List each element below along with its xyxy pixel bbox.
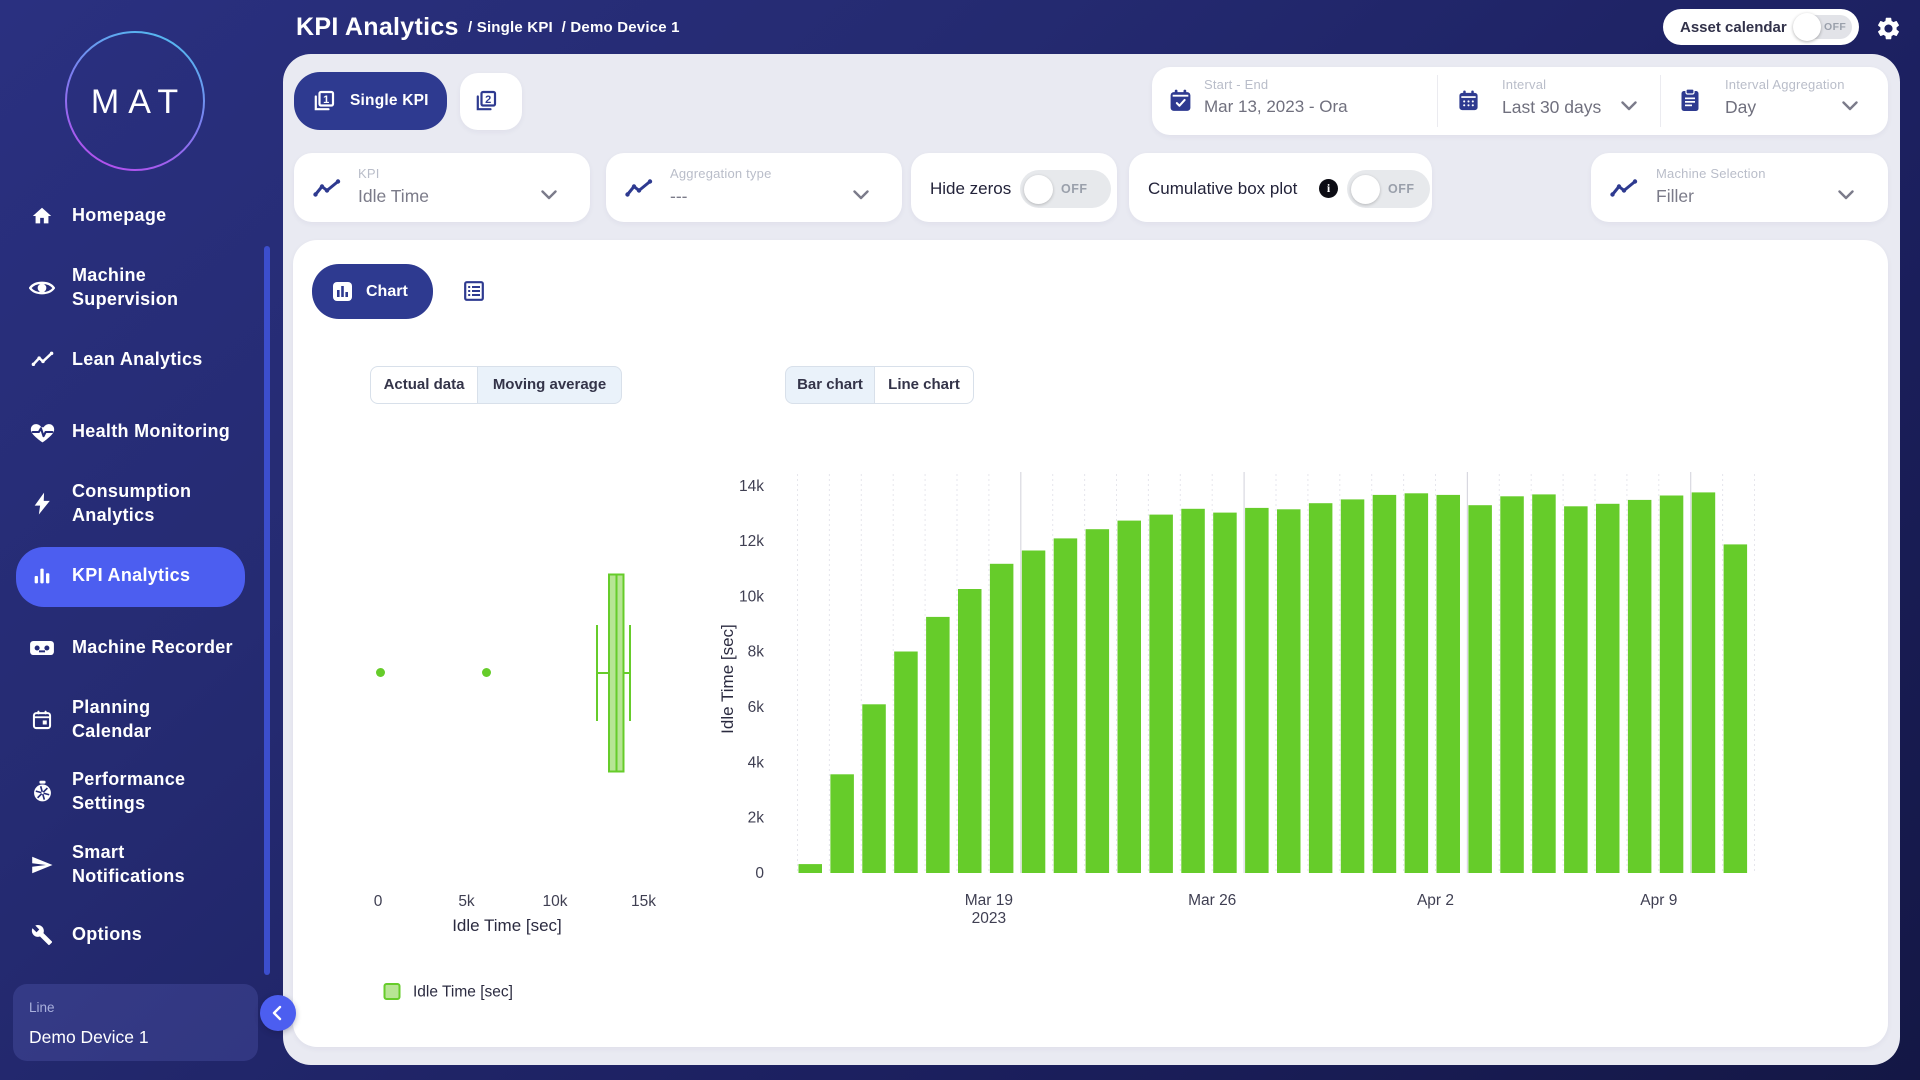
svg-text:2023: 2023 xyxy=(972,910,1006,927)
svg-text:Apr 9: Apr 9 xyxy=(1640,892,1677,909)
svg-text:Idle Time [sec]: Idle Time [sec] xyxy=(452,916,562,935)
svg-text:10k: 10k xyxy=(543,893,568,910)
svg-text:6k: 6k xyxy=(748,699,765,716)
svg-text:Apr 2: Apr 2 xyxy=(1417,892,1454,909)
svg-text:4k: 4k xyxy=(748,754,765,771)
svg-text:5k: 5k xyxy=(458,893,475,910)
svg-text:14k: 14k xyxy=(739,478,764,495)
svg-text:2: 2 xyxy=(485,94,491,106)
svg-text:12k: 12k xyxy=(739,533,764,550)
svg-text:MAT: MAT xyxy=(91,83,187,121)
svg-text:1: 1 xyxy=(323,94,329,106)
svg-text:15k: 15k xyxy=(631,893,656,910)
svg-text:Idle Time [sec]: Idle Time [sec] xyxy=(718,624,737,734)
svg-text:8k: 8k xyxy=(748,644,765,661)
svg-text:2k: 2k xyxy=(748,810,765,827)
svg-text:0: 0 xyxy=(374,893,383,910)
svg-text:0: 0 xyxy=(755,865,764,882)
svg-text:Idle Time [sec]: Idle Time [sec] xyxy=(413,984,513,1001)
svg-text:Mar 19: Mar 19 xyxy=(965,892,1013,909)
svg-text:Mar 26: Mar 26 xyxy=(1188,892,1236,909)
svg-text:10k: 10k xyxy=(739,588,764,605)
